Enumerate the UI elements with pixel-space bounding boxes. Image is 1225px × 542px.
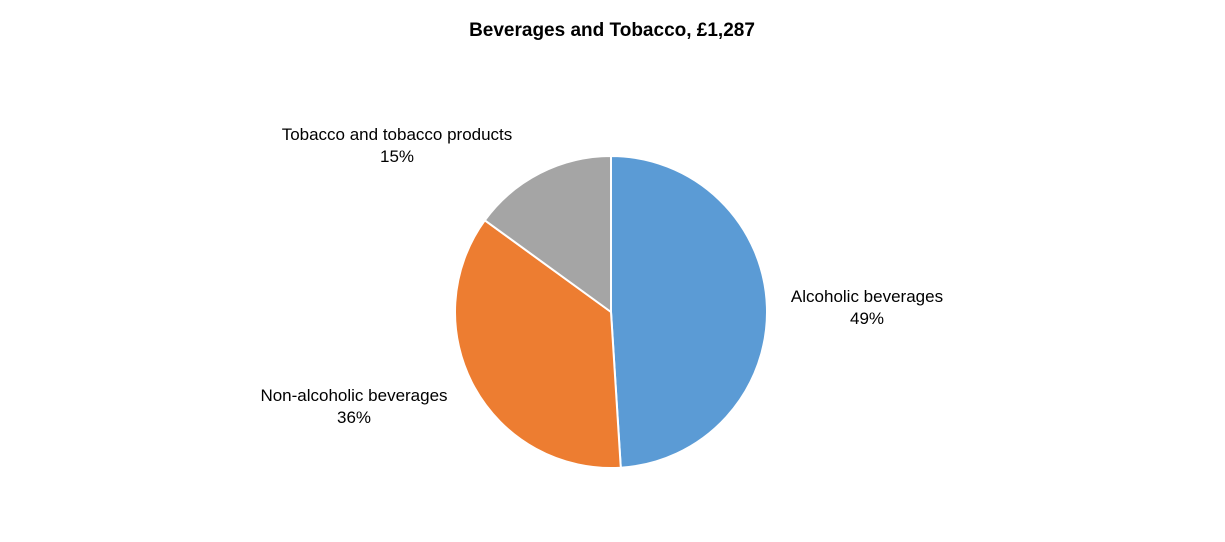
pie-slices: [454, 154, 768, 469]
slice-percent-label: 49%: [850, 309, 884, 328]
pie-slice-non-alcoholic-beverages: [454, 218, 622, 469]
chart-title: Beverages and Tobacco, £1,287: [469, 20, 755, 41]
pie-slice-labels: Alcoholic beverages 49% Non-alcoholic beve…: [260, 125, 943, 427]
slice-percent-label: 15%: [380, 147, 414, 166]
slice-category-label: Tobacco and tobacco products: [282, 125, 513, 144]
slice-percent-label: 36%: [337, 408, 371, 427]
slice-category-label: Alcoholic beverages: [791, 287, 943, 306]
slice-category-label: Non-alcoholic beverages: [260, 386, 447, 405]
pie-slice-alcoholic-beverages: [610, 154, 768, 469]
pie-slice-tobacco-and-tobacco-products: [483, 154, 612, 314]
